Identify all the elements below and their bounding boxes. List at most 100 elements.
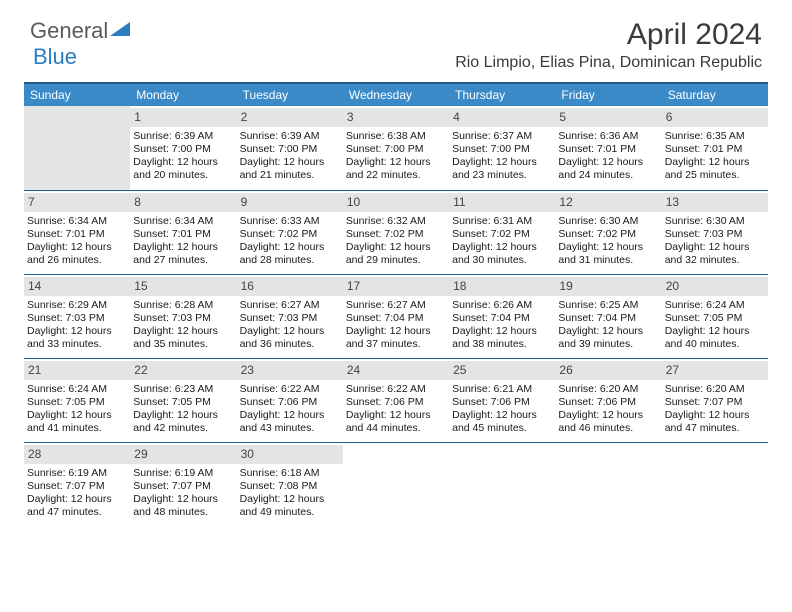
sunset-text: Sunset: 7:00 PM bbox=[240, 143, 340, 156]
calendar-cell: 3Sunrise: 6:38 AMSunset: 7:00 PMDaylight… bbox=[343, 106, 449, 190]
day-number: 30 bbox=[237, 445, 343, 464]
sunrise-text: Sunrise: 6:20 AM bbox=[665, 383, 765, 396]
sunset-text: Sunset: 7:02 PM bbox=[240, 228, 340, 241]
calendar-cell-empty bbox=[24, 106, 130, 190]
day-header: Friday bbox=[555, 83, 661, 106]
day-number: 22 bbox=[130, 361, 236, 380]
calendar-cell: 9Sunrise: 6:33 AMSunset: 7:02 PMDaylight… bbox=[237, 190, 343, 274]
sunset-text: Sunset: 7:04 PM bbox=[558, 312, 658, 325]
calendar-body: 1Sunrise: 6:39 AMSunset: 7:00 PMDaylight… bbox=[24, 106, 768, 526]
sunrise-text: Sunrise: 6:39 AM bbox=[240, 130, 340, 143]
calendar-cell: 27Sunrise: 6:20 AMSunset: 7:07 PMDayligh… bbox=[662, 358, 768, 442]
sunrise-text: Sunrise: 6:34 AM bbox=[27, 215, 127, 228]
calendar-cell: 18Sunrise: 6:26 AMSunset: 7:04 PMDayligh… bbox=[449, 274, 555, 358]
daylight-text: Daylight: 12 hours and 21 minutes. bbox=[240, 156, 340, 182]
sunset-text: Sunset: 7:03 PM bbox=[665, 228, 765, 241]
sunset-text: Sunset: 7:00 PM bbox=[133, 143, 233, 156]
sunset-text: Sunset: 7:01 PM bbox=[133, 228, 233, 241]
calendar-cell-empty bbox=[449, 442, 555, 526]
day-header: Monday bbox=[130, 83, 236, 106]
logo: General bbox=[30, 18, 132, 44]
calendar-cell: 7Sunrise: 6:34 AMSunset: 7:01 PMDaylight… bbox=[24, 190, 130, 274]
sunrise-text: Sunrise: 6:38 AM bbox=[346, 130, 446, 143]
day-number: 8 bbox=[130, 193, 236, 212]
daylight-text: Daylight: 12 hours and 22 minutes. bbox=[346, 156, 446, 182]
calendar-cell: 11Sunrise: 6:31 AMSunset: 7:02 PMDayligh… bbox=[449, 190, 555, 274]
sunset-text: Sunset: 7:04 PM bbox=[452, 312, 552, 325]
calendar-table: SundayMondayTuesdayWednesdayThursdayFrid… bbox=[24, 82, 768, 526]
calendar-row: 14Sunrise: 6:29 AMSunset: 7:03 PMDayligh… bbox=[24, 274, 768, 358]
sunrise-text: Sunrise: 6:22 AM bbox=[240, 383, 340, 396]
calendar-cell: 21Sunrise: 6:24 AMSunset: 7:05 PMDayligh… bbox=[24, 358, 130, 442]
day-number: 14 bbox=[24, 277, 130, 296]
daylight-text: Daylight: 12 hours and 26 minutes. bbox=[27, 241, 127, 267]
daylight-text: Daylight: 12 hours and 36 minutes. bbox=[240, 325, 340, 351]
location: Rio Limpio, Elias Pina, Dominican Republ… bbox=[455, 54, 762, 72]
day-number: 12 bbox=[555, 193, 661, 212]
sunrise-text: Sunrise: 6:23 AM bbox=[133, 383, 233, 396]
sunset-text: Sunset: 7:07 PM bbox=[27, 480, 127, 493]
day-number: 18 bbox=[449, 277, 555, 296]
sunrise-text: Sunrise: 6:24 AM bbox=[27, 383, 127, 396]
calendar-cell: 25Sunrise: 6:21 AMSunset: 7:06 PMDayligh… bbox=[449, 358, 555, 442]
logo-sub: Blue bbox=[33, 44, 77, 70]
calendar-cell: 14Sunrise: 6:29 AMSunset: 7:03 PMDayligh… bbox=[24, 274, 130, 358]
sunset-text: Sunset: 7:07 PM bbox=[133, 480, 233, 493]
day-number: 28 bbox=[24, 445, 130, 464]
header: General April 2024 Rio Limpio, Elias Pin… bbox=[0, 0, 792, 76]
daylight-text: Daylight: 12 hours and 33 minutes. bbox=[27, 325, 127, 351]
calendar-cell-empty bbox=[555, 442, 661, 526]
calendar-cell: 24Sunrise: 6:22 AMSunset: 7:06 PMDayligh… bbox=[343, 358, 449, 442]
day-number: 6 bbox=[662, 108, 768, 127]
day-number: 11 bbox=[449, 193, 555, 212]
sunset-text: Sunset: 7:01 PM bbox=[665, 143, 765, 156]
calendar-cell-empty bbox=[662, 442, 768, 526]
calendar-cell: 26Sunrise: 6:20 AMSunset: 7:06 PMDayligh… bbox=[555, 358, 661, 442]
sunrise-text: Sunrise: 6:25 AM bbox=[558, 299, 658, 312]
day-number: 13 bbox=[662, 193, 768, 212]
sunset-text: Sunset: 7:02 PM bbox=[558, 228, 658, 241]
sunrise-text: Sunrise: 6:37 AM bbox=[452, 130, 552, 143]
calendar-cell: 20Sunrise: 6:24 AMSunset: 7:05 PMDayligh… bbox=[662, 274, 768, 358]
calendar-cell: 13Sunrise: 6:30 AMSunset: 7:03 PMDayligh… bbox=[662, 190, 768, 274]
day-number: 9 bbox=[237, 193, 343, 212]
sunrise-text: Sunrise: 6:28 AM bbox=[133, 299, 233, 312]
calendar-cell: 2 Sunrise: 6:39 AMSunset: 7:00 PMDaylight… bbox=[237, 106, 343, 190]
daylight-text: Daylight: 12 hours and 41 minutes. bbox=[27, 409, 127, 435]
sunset-text: Sunset: 7:03 PM bbox=[133, 312, 233, 325]
daylight-text: Daylight: 12 hours and 43 minutes. bbox=[240, 409, 340, 435]
daylight-text: Daylight: 12 hours and 27 minutes. bbox=[133, 241, 233, 267]
sunset-text: Sunset: 7:05 PM bbox=[27, 396, 127, 409]
sunset-text: Sunset: 7:06 PM bbox=[240, 396, 340, 409]
calendar-cell: 16Sunrise: 6:27 AMSunset: 7:03 PMDayligh… bbox=[237, 274, 343, 358]
daylight-text: Daylight: 12 hours and 40 minutes. bbox=[665, 325, 765, 351]
calendar-cell: 17Sunrise: 6:27 AMSunset: 7:04 PMDayligh… bbox=[343, 274, 449, 358]
calendar-row: 7Sunrise: 6:34 AMSunset: 7:01 PMDaylight… bbox=[24, 190, 768, 274]
daylight-text: Daylight: 12 hours and 29 minutes. bbox=[346, 241, 446, 267]
sunset-text: Sunset: 7:06 PM bbox=[452, 396, 552, 409]
day-header: Saturday bbox=[662, 83, 768, 106]
sunset-text: Sunset: 7:07 PM bbox=[665, 396, 765, 409]
calendar-cell: 23 Sunrise: 6:22 AMSunset: 7:06 PMDayligh… bbox=[237, 358, 343, 442]
calendar-cell: 15Sunrise: 6:28 AMSunset: 7:03 PMDayligh… bbox=[130, 274, 236, 358]
daylight-text: Daylight: 12 hours and 24 minutes. bbox=[558, 156, 658, 182]
daylight-text: Daylight: 12 hours and 48 minutes. bbox=[133, 493, 233, 519]
sunset-text: Sunset: 7:04 PM bbox=[346, 312, 446, 325]
day-number: 5 bbox=[555, 108, 661, 127]
sunrise-text: Sunrise: 6:19 AM bbox=[27, 467, 127, 480]
day-number: 23 bbox=[237, 361, 343, 380]
sunrise-text: Sunrise: 6:39 AM bbox=[133, 130, 233, 143]
title-block: April 2024 Rio Limpio, Elias Pina, Domin… bbox=[455, 18, 762, 72]
sunrise-text: Sunrise: 6:27 AM bbox=[240, 299, 340, 312]
calendar-cell: 5Sunrise: 6:36 AMSunset: 7:01 PMDaylight… bbox=[555, 106, 661, 190]
sunset-text: Sunset: 7:08 PM bbox=[240, 480, 340, 493]
day-number: 25 bbox=[449, 361, 555, 380]
sunrise-text: Sunrise: 6:26 AM bbox=[452, 299, 552, 312]
calendar-cell: 4Sunrise: 6:37 AMSunset: 7:00 PMDaylight… bbox=[449, 106, 555, 190]
sunrise-text: Sunrise: 6:30 AM bbox=[558, 215, 658, 228]
daylight-text: Daylight: 12 hours and 23 minutes. bbox=[452, 156, 552, 182]
sunset-text: Sunset: 7:01 PM bbox=[558, 143, 658, 156]
day-number: 2 bbox=[237, 108, 343, 127]
calendar-cell-empty bbox=[343, 442, 449, 526]
day-header: Wednesday bbox=[343, 83, 449, 106]
